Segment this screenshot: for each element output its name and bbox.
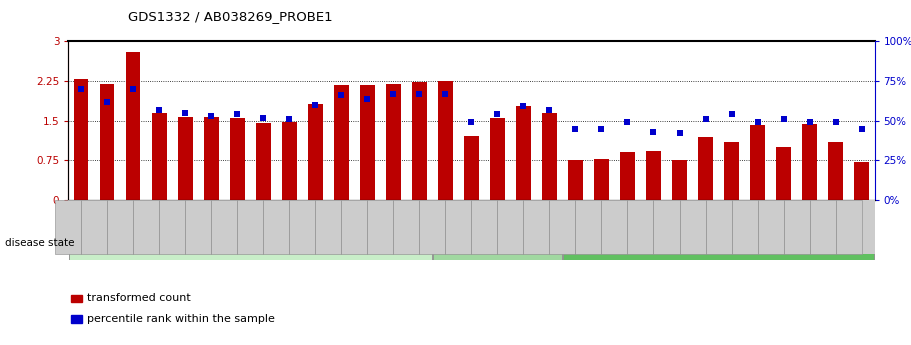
Point	[542, 107, 557, 112]
FancyBboxPatch shape	[433, 227, 562, 260]
Point	[490, 112, 505, 117]
Point	[751, 120, 765, 125]
Bar	[438, 81, 453, 200]
Bar	[360, 85, 374, 200]
Point	[412, 91, 426, 97]
Point	[230, 112, 245, 117]
Point	[803, 120, 817, 125]
Point	[386, 91, 401, 97]
Point	[646, 129, 660, 135]
Bar	[204, 117, 219, 200]
Bar	[71, 295, 82, 302]
Point	[464, 120, 479, 125]
Bar	[100, 84, 115, 200]
Point	[74, 86, 88, 92]
Text: percentile rank within the sample: percentile rank within the sample	[87, 314, 274, 324]
Point	[517, 104, 531, 109]
Point	[724, 112, 739, 117]
Point	[828, 120, 843, 125]
Point	[672, 131, 687, 136]
Point	[308, 102, 322, 108]
Point	[152, 107, 167, 112]
Bar	[74, 79, 88, 200]
Bar	[334, 85, 349, 200]
Text: normal: normal	[230, 238, 270, 248]
Point	[776, 116, 791, 122]
Point	[698, 116, 712, 122]
Point	[126, 86, 140, 92]
Text: transformed count: transformed count	[87, 294, 190, 303]
FancyBboxPatch shape	[563, 227, 875, 260]
Point	[438, 91, 453, 97]
Bar	[413, 82, 426, 200]
Bar	[855, 162, 869, 200]
Point	[178, 110, 192, 116]
Bar	[776, 147, 791, 200]
Bar	[179, 117, 192, 200]
Bar	[490, 118, 505, 200]
Point	[594, 126, 609, 131]
Bar	[230, 118, 244, 200]
Bar	[828, 142, 843, 200]
Point	[334, 92, 349, 98]
Text: disease state: disease state	[5, 238, 74, 248]
Bar	[152, 113, 167, 200]
Point	[855, 126, 869, 131]
Bar	[517, 107, 530, 200]
Bar	[594, 159, 609, 200]
Bar	[386, 84, 401, 200]
Bar	[542, 113, 557, 200]
Point	[100, 99, 115, 105]
Bar	[646, 151, 660, 200]
Bar	[751, 125, 764, 200]
Point	[282, 116, 297, 122]
Point	[204, 113, 219, 119]
Bar	[620, 152, 635, 200]
Bar	[568, 160, 583, 200]
Bar	[724, 142, 739, 200]
Bar	[71, 315, 82, 323]
Bar	[803, 124, 816, 200]
Bar	[127, 52, 140, 200]
Point	[568, 126, 583, 131]
Point	[360, 96, 374, 101]
Bar	[672, 160, 687, 200]
Bar	[282, 122, 297, 200]
Bar	[308, 104, 322, 200]
Point	[256, 115, 271, 120]
Text: GDS1332 / AB038269_PROBE1: GDS1332 / AB038269_PROBE1	[128, 10, 333, 23]
Bar	[256, 123, 271, 200]
Bar	[465, 136, 478, 200]
Text: symptomatic: symptomatic	[682, 238, 755, 248]
Bar	[699, 137, 712, 200]
FancyBboxPatch shape	[68, 227, 432, 260]
Point	[620, 120, 635, 125]
Text: presymptomatic: presymptomatic	[452, 238, 543, 248]
